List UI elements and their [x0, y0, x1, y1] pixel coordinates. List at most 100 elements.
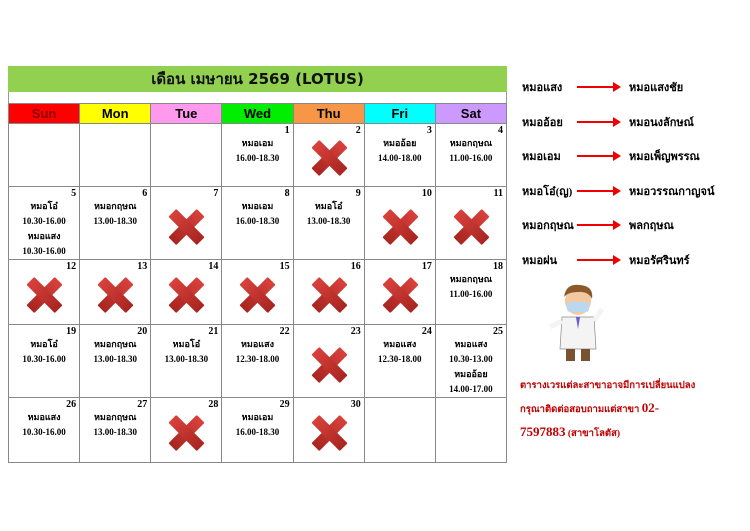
doctor-name: หมอเอม	[241, 201, 274, 211]
closed-x-icon	[311, 347, 347, 383]
day-number: 2	[355, 125, 361, 136]
day-number: 23	[350, 326, 361, 337]
doctor-name: หมออ้อย	[383, 138, 417, 148]
day-cell-20: 20 หมอกฤษณ 13.00-18.30	[79, 324, 152, 398]
doctor-nickname: หมอโอ๋(ญ)	[522, 185, 573, 198]
empty-cell	[7, 123, 81, 187]
arrow-right-icon	[577, 254, 621, 265]
legend-row: หมอกฤษณ พลกฤษณ	[522, 208, 742, 243]
shift-time: 10.30-16.00	[22, 216, 66, 226]
spacer	[8, 92, 507, 103]
day-cell-11: 11	[434, 186, 508, 260]
closed-x-icon	[97, 277, 133, 313]
shift-time: 10.30-16.00	[22, 354, 66, 364]
day-cell-18: 18 หมอกฤษณ 11.00-16.00	[434, 259, 508, 325]
day-cell-30: 30	[292, 397, 365, 463]
calendar-grid: Sun Mon Tue Wed Thu Fri Sat 1 หมอเอม 16.00-18.30…	[7, 103, 508, 463]
arrow-right-icon	[577, 151, 621, 162]
day-number: 7	[213, 188, 219, 199]
shift-time: 14.00-18.00	[378, 153, 422, 163]
closed-x-icon	[382, 209, 418, 245]
day-cell-15: 15	[221, 259, 294, 325]
closed-x-icon	[311, 140, 347, 176]
doctor-name: หมอแสง	[454, 339, 488, 349]
weekday-header: Sun Mon Tue Wed Thu Fri Sat	[7, 103, 508, 124]
day-cell-10: 10	[363, 186, 436, 260]
branch-phone: 02-7597883	[520, 400, 660, 439]
closed-x-icon	[453, 209, 489, 245]
doctor-name: หมอกฤษณ	[93, 339, 137, 349]
shift-time: 16.00-18.30	[235, 427, 280, 437]
day-cell-21: 21 หมอโอ๋ 13.00-18.30	[150, 324, 223, 398]
dentist-illustration	[548, 284, 605, 361]
doctor-name: หมอกฤษณ	[449, 274, 493, 284]
doctor-nickname: หมอแสง	[522, 82, 563, 95]
shift-time: 10.30-13.00	[449, 354, 493, 364]
doctor-name: หมอเอม	[241, 138, 274, 148]
day-number: 20	[137, 326, 148, 337]
day-number: 25	[493, 326, 503, 337]
day-number: 27	[137, 399, 148, 410]
note-text: ตารางเวรแต่ละสาขาอาจมีการเปลี่ยนแปลง กรุ…	[520, 381, 696, 415]
doctor-name: หมอกฤษณ	[93, 201, 137, 211]
day-cell-3: 3 หมออ้อย 14.00-18.00	[363, 123, 436, 187]
doctor-name: หมอโอ๋	[172, 339, 201, 349]
doctor-name: หมอโอ๋	[314, 201, 343, 211]
day-cell-12: 12	[7, 259, 81, 325]
day-cell-28: 28	[150, 397, 223, 463]
shift-time: 16.00-18.30	[235, 153, 280, 163]
day-cell-29: 29 หมอเอม 16.00-18.30	[221, 397, 294, 463]
weekday-wed: Wed	[221, 103, 294, 124]
day-number: 18	[493, 261, 503, 272]
shift-time: 13.00-18.30	[93, 354, 137, 364]
shift-time: 12.30-18.00	[235, 354, 280, 364]
doctor-legend: หมอแสง หมอแสงชัย หมออ้อย หมอนงลักษณ์ หมอเอมห…	[522, 70, 742, 277]
arrow-right-icon	[577, 116, 621, 127]
legend-row: หมออ้อย หมอนงลักษณ์	[522, 105, 742, 140]
branch-name: (สาขาโลตัส)	[567, 429, 621, 439]
day-number: 9	[355, 188, 361, 199]
day-cell-25: 25 หมอแสง 10.30-13.00 หมออ้อย 14.00-17.00	[434, 324, 508, 398]
day-number: 10	[421, 188, 432, 199]
day-number: 1	[284, 125, 290, 136]
day-number: 19	[66, 326, 77, 337]
week-row: 1 หมอเอม 16.00-18.30 2 3 หมออ้อย 14.00-18.00 4 ห…	[7, 123, 508, 187]
doctor-full-name: หมอแสงชัย	[629, 82, 684, 95]
shift-time: 10.30-16.00	[22, 427, 66, 437]
doctor-name: หมอแสง	[27, 412, 61, 422]
day-cell-1: 1 หมอเอม 16.00-18.30	[221, 123, 294, 187]
shift-time: 13.00-18.30	[93, 216, 137, 226]
doctor-full-name: หมอนงลักษณ์	[629, 116, 694, 129]
day-cell-14: 14	[150, 259, 223, 325]
doctor-full-name: หมอเพ็ญพรรณ	[629, 151, 700, 164]
doctor-name: หมออ้อย	[454, 369, 488, 379]
weekday-fri: Fri	[363, 103, 436, 124]
week-row: 26 หมอแสง 10.30-16.00 27 หมอกฤษณ 13.00-18.30 2…	[7, 397, 508, 463]
day-cell-17: 17	[363, 259, 436, 325]
day-number: 22	[279, 326, 290, 337]
day-cell-23: 23	[292, 324, 365, 398]
doctor-name: หมอเอม	[241, 412, 274, 422]
doctor-name: หมอกฤษณ	[93, 412, 137, 422]
day-number: 8	[284, 188, 290, 199]
day-cell-7: 7	[150, 186, 223, 260]
day-cell-2: 2	[292, 123, 365, 187]
arrow-right-icon	[577, 220, 621, 231]
weekday-mon: Mon	[79, 103, 152, 124]
shift-time: 14.00-17.00	[449, 384, 493, 394]
day-number: 30	[350, 399, 361, 410]
doctor-name: หมอแสง	[383, 339, 417, 349]
day-number: 12	[66, 261, 77, 272]
shift-time: 13.00-18.30	[164, 354, 209, 364]
day-number: 29	[279, 399, 290, 410]
weekday-sun: Sun	[7, 103, 81, 124]
day-number: 14	[208, 261, 219, 272]
legend-row: หมอแสง หมอแสงชัย	[522, 70, 742, 105]
shift-time: 11.00-16.00	[449, 289, 493, 299]
closed-x-icon	[168, 277, 204, 313]
day-cell-6: 6 หมอกฤษณ 13.00-18.30	[79, 186, 152, 260]
day-number: 4	[498, 125, 503, 136]
doctor-full-name: หมอวรรณกาญจน์	[629, 185, 715, 198]
schedule-note: ตารางเวรแต่ละสาขาอาจมีการเปลี่ยนแปลง กรุ…	[520, 376, 700, 445]
day-cell-24: 24 หมอแสง 12.30-18.00	[363, 324, 436, 398]
